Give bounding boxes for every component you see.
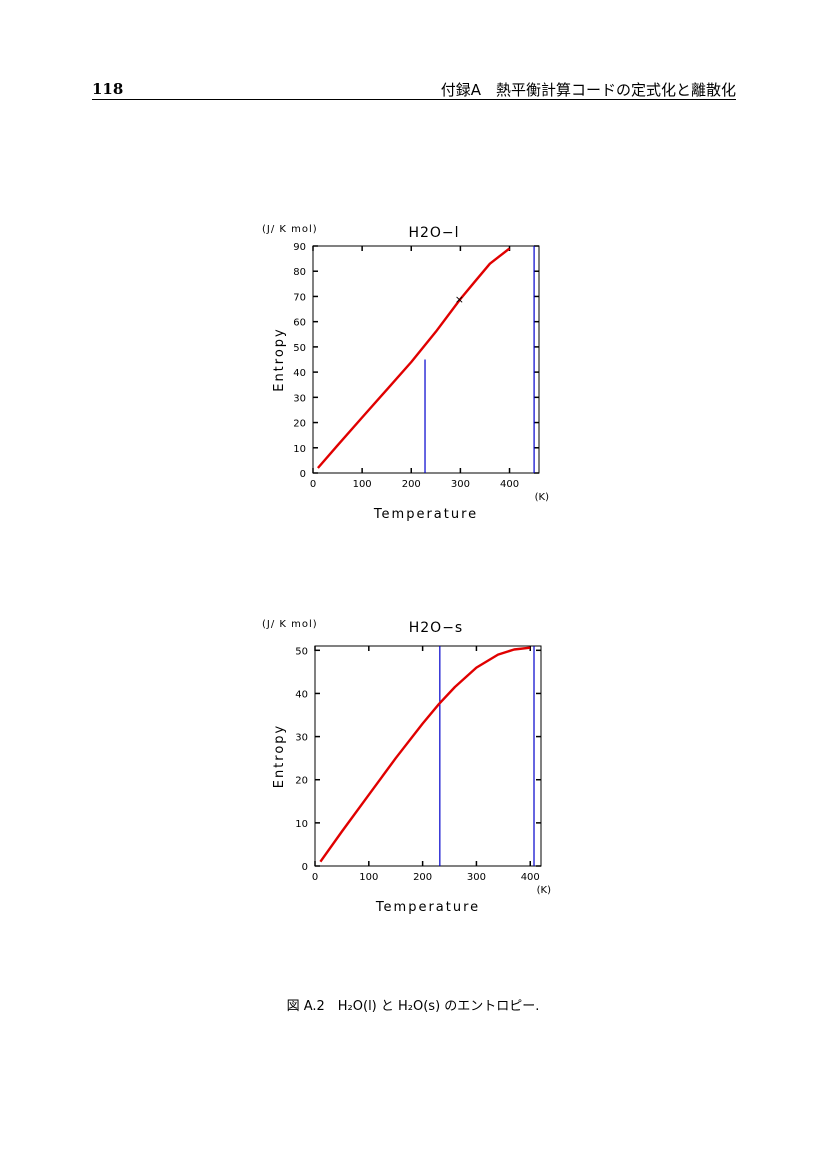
chart-title: H2O−s [409,620,463,636]
y-tick-label: 60 [293,318,306,329]
data-marker: × [455,293,464,306]
x-axis-label: Temperature [375,900,480,915]
y-axis-label: Entropy [272,327,287,392]
running-head: 付録A 熱平衡計算コードの定式化と離散化 [440,81,736,99]
y-tick-label: 30 [295,733,308,744]
x-tick-label: 300 [451,479,470,490]
y-tick-label: 40 [293,368,306,379]
plot-frame [314,645,542,867]
x-tick-label: 0 [310,479,316,490]
x-tick-label: 300 [467,872,486,883]
x-unit-label: (K) [537,885,551,896]
series-line [316,247,511,469]
chart-title: H2O−l [408,225,459,241]
figure-caption: 図 A.2 H₂O(l) と H₂O(s) のエントロピー. [286,999,540,1014]
y-axis-label: Entropy [272,724,287,789]
series-line [319,646,531,863]
x-tick-label: 400 [521,872,540,883]
plot-frame [312,245,540,474]
y-tick-label: 50 [293,343,306,354]
y-tick-label: 10 [293,444,306,455]
y-tick-label: 30 [293,393,306,404]
y-tick-label: 10 [295,819,308,830]
header-rule [92,99,736,100]
y-tick-label: 20 [293,419,306,430]
x-unit-label: (K) [535,492,549,503]
y-tick-label: 70 [293,292,306,303]
entropy-chart-solid: (J/ K mol) H2O−s 0 10 20 30 40 50 0 100 200 300 400 (… [262,619,551,915]
x-tick-label: 100 [359,872,378,883]
x-tick-label: 200 [413,872,432,883]
y-tick-label: 80 [293,267,306,278]
y-tick-label: 50 [295,646,308,657]
y-tick-label: 20 [295,776,308,787]
x-tick-label: 100 [353,479,372,490]
entropy-chart-liquid: (J/ K mol) H2O−l 0 10 20 30 40 50 60 70 80 90 0 100 20… [262,224,549,522]
x-tick-label: 0 [312,872,318,883]
x-tick-label: 400 [500,479,519,490]
y-tick-label: 0 [302,862,308,873]
y-tick-label: 0 [300,469,306,480]
page-number: 118 [92,80,124,98]
y-tick-label: 40 [295,689,308,700]
y-tick-label: 90 [293,242,306,253]
x-tick-label: 200 [402,479,421,490]
unit-label: (J/ K mol) [262,619,318,630]
x-axis-label: Temperature [373,507,478,522]
unit-label: (J/ K mol) [262,224,318,235]
